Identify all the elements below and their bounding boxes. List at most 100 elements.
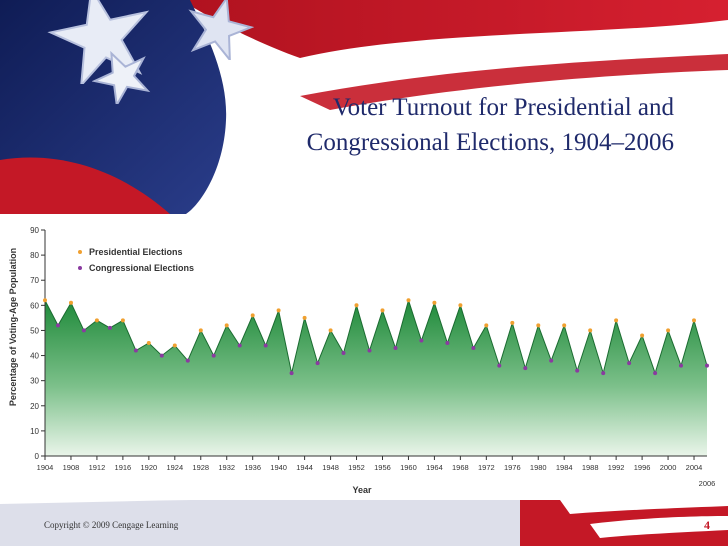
x-tick-label: 1948 <box>322 463 339 472</box>
presidential-marker <box>458 303 463 308</box>
presidential-marker <box>666 328 671 333</box>
star-icon <box>92 50 151 104</box>
congressional-marker <box>653 371 658 376</box>
x-tick-label: 1976 <box>504 463 521 472</box>
x-tick-label: 1944 <box>296 463 313 472</box>
congressional-marker <box>367 348 372 353</box>
page-number: 4 <box>704 518 710 532</box>
legend-marker-congressional <box>78 266 82 270</box>
white-stripe-top <box>250 26 728 88</box>
star-icon <box>47 0 150 84</box>
x-tick-label: 2000 <box>660 463 677 472</box>
x-tick-label: 1912 <box>89 463 106 472</box>
presidential-marker <box>43 298 47 303</box>
turnout-area <box>45 300 707 456</box>
legend-label-congressional: Congressional Elections <box>89 263 194 273</box>
x-tick-label: 1960 <box>400 463 417 472</box>
chart-legend: Presidential Elections Congressional Ele… <box>78 247 194 273</box>
congressional-marker <box>133 348 138 353</box>
presidential-marker <box>250 313 255 318</box>
presidential-marker <box>146 341 151 345</box>
turnout-line <box>44 298 708 375</box>
x-tick-label: 1992 <box>608 463 625 472</box>
congressional-marker <box>575 368 580 373</box>
presidential-marker <box>614 318 619 323</box>
x-tick-label: 1952 <box>348 463 365 472</box>
presidential-marker <box>198 328 203 333</box>
congressional-marker <box>341 351 346 355</box>
y-tick-label: 10 <box>30 427 39 436</box>
congressional-marker <box>445 341 450 345</box>
chart-area-layer <box>44 298 708 456</box>
presidential-marker <box>354 303 359 308</box>
x-tick-label: 1984 <box>556 463 573 472</box>
presidential-marker <box>302 315 307 320</box>
y-tick-label: 40 <box>30 352 39 361</box>
x-tick-label: 1928 <box>192 463 209 472</box>
presidential-marker <box>692 318 696 323</box>
x-tick-label: 1932 <box>218 463 235 472</box>
legend-label-presidential: Presidential Elections <box>89 247 183 257</box>
presidential-marker <box>69 300 73 305</box>
bottom-band-white-2 <box>590 516 728 538</box>
presidential-marker <box>406 298 411 303</box>
congressional-marker <box>419 338 424 343</box>
presidential-marker <box>172 343 177 348</box>
presidential-marker <box>94 318 99 323</box>
congressional-marker <box>81 328 86 333</box>
bottom-band-blue <box>0 497 520 546</box>
congressional-marker <box>237 343 242 348</box>
congressional-marker <box>107 325 112 330</box>
x-tick-label-extra: 2006 <box>699 479 716 488</box>
y-tick-label: 30 <box>30 377 39 386</box>
congressional-marker <box>549 358 554 363</box>
x-tick-label: 1940 <box>270 463 287 472</box>
slide-title-line-1: Voter Turnout for Presidential and <box>332 94 674 121</box>
congressional-marker <box>211 353 216 358</box>
presidential-marker <box>276 308 281 313</box>
red-stripe-top-2 <box>300 54 728 110</box>
copyright-notice: Copyright © 2009 Cengage Learning <box>44 520 179 530</box>
x-tick-label: 1956 <box>374 463 391 472</box>
congressional-marker <box>627 361 632 366</box>
congressional-marker <box>56 323 60 328</box>
x-tick-label: 1908 <box>63 463 80 472</box>
turnout-chart: 0 10 20 30 40 50 60 70 80 90 1904 1908 1912 1916 1920 1… <box>0 214 728 500</box>
congressional-marker <box>185 358 190 363</box>
slide-title: Voter Turnout for Presidential and Congr… <box>196 90 674 160</box>
congressional-marker <box>471 346 476 350</box>
y-tick-label: 50 <box>30 326 39 335</box>
congressional-marker <box>289 371 294 376</box>
red-corner-left <box>0 157 170 214</box>
x-tick-label: 1980 <box>530 463 547 472</box>
presidential-marker <box>224 323 229 328</box>
x-tick-label: 1920 <box>140 463 157 472</box>
x-tick-label: 1916 <box>115 463 132 472</box>
x-axis-label: Year <box>352 485 372 495</box>
x-tick-label: 2004 <box>686 463 703 472</box>
presidential-marker <box>640 333 645 338</box>
presidential-marker <box>484 323 489 328</box>
red-stripe-top <box>180 0 728 58</box>
x-tick-label: 1996 <box>634 463 651 472</box>
presidential-marker <box>328 328 333 333</box>
congressional-marker <box>679 363 683 368</box>
presidential-marker <box>120 318 125 323</box>
presidential-marker <box>510 320 515 325</box>
congressional-marker <box>705 363 709 368</box>
presidential-marker <box>588 328 593 333</box>
y-tick-label: 60 <box>30 301 39 310</box>
x-tick-label: 1964 <box>426 463 443 472</box>
y-tick-label: 90 <box>30 226 39 235</box>
y-tick-label: 20 <box>30 402 39 411</box>
x-tick-label: 1988 <box>582 463 599 472</box>
x-tick-label: 1936 <box>244 463 261 472</box>
presidential-marker <box>536 323 541 328</box>
chart-marker-layer <box>43 298 709 376</box>
presidential-marker <box>380 308 385 313</box>
y-tick-label: 0 <box>35 452 40 461</box>
congressional-marker <box>601 371 606 376</box>
chart-axis-layer: 0 10 20 30 40 50 60 70 80 90 1904 1908 1912 1916 1920 1… <box>30 226 715 488</box>
